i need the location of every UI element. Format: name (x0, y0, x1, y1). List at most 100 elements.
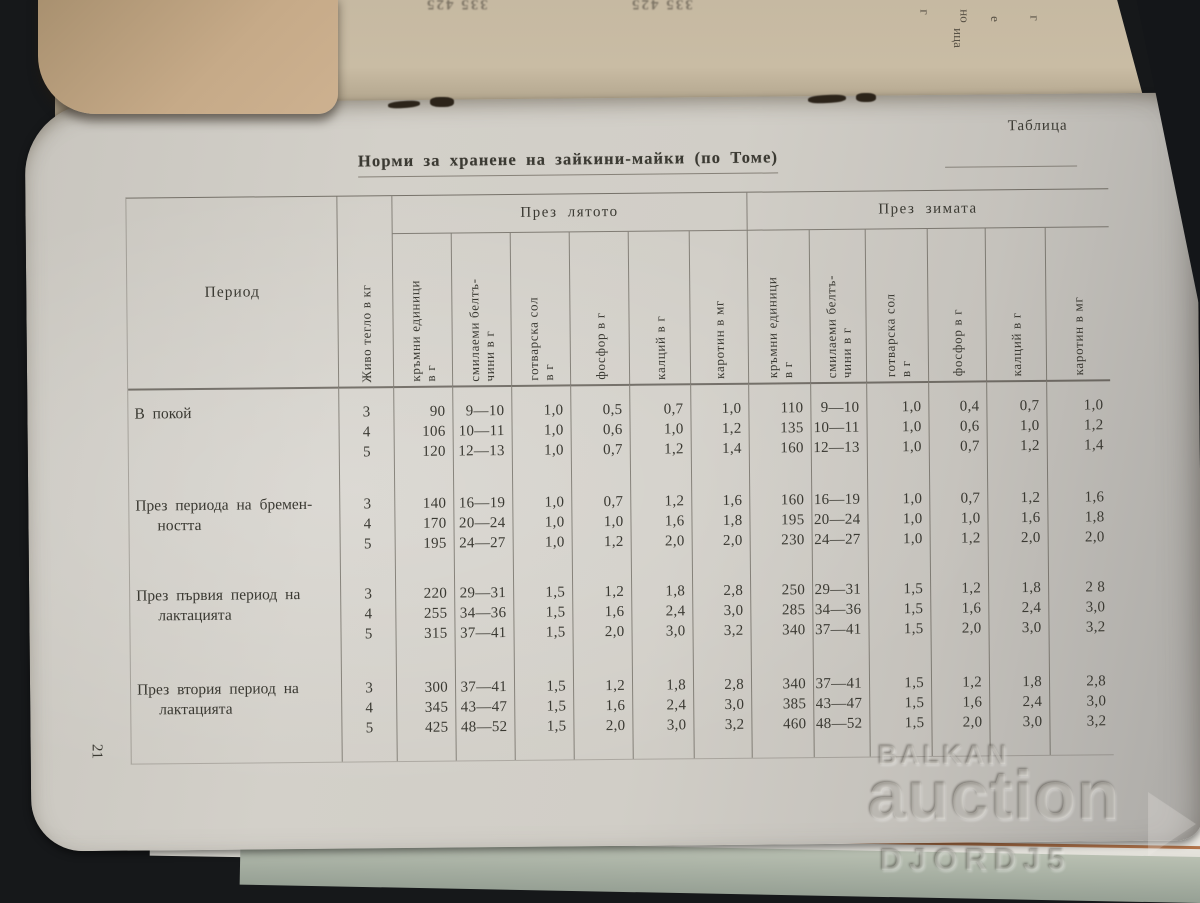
value-block: 1,6 1,8 2,0 (692, 491, 750, 552)
value-block: 37—41 43—47 48—52 (814, 674, 870, 735)
table-cell: 12—13 (458, 443, 505, 460)
value-block: 2,8 3,0 3,2 (1050, 671, 1114, 732)
value-block: 300 345 425 (397, 678, 456, 739)
table-cell: 1,6 (722, 492, 743, 509)
table-cell: 1,5 (904, 715, 925, 732)
value-block: 1,5 1,5 1,5 (515, 676, 574, 737)
table-cell: 1,6 (604, 603, 625, 621)
weight-value: 5 (362, 444, 371, 461)
table-cell: 0,7 (663, 401, 684, 418)
book-page: Таблица Норми за хранене на зайкини-майк… (24, 92, 1200, 852)
value-block: 9—10 10—11 12—13 (811, 398, 867, 459)
table-cell: 1,4 (722, 440, 742, 457)
period-label-line: През първия период на (136, 586, 301, 605)
table-cell: 285 (781, 602, 806, 619)
table-cell: 1,0 (901, 399, 922, 416)
table-cell: 1,6 (1020, 509, 1041, 527)
value-column-winter: 110 135 160 160 195 230 250 285 340 340 385 460 (748, 382, 814, 758)
table-cell: 1,5 (904, 675, 925, 692)
table-cell: 1,5 (904, 695, 925, 712)
table-cell: 1,0 (544, 494, 565, 511)
table-cell: 220 (423, 585, 448, 602)
table-cell: 2,0 (1020, 529, 1041, 547)
value-block: 0,7 1,0 1,2 (930, 488, 988, 549)
value-column-winter: 9—10 10—11 12—13 16—19 20—24 24—27 29—31 34—36 3… (810, 381, 870, 758)
table-cell: 1,2 (605, 677, 626, 695)
table-cell: 106 (422, 423, 446, 440)
value-block: 1,8 2,4 3,0 (632, 581, 693, 642)
table-cell: 1,5 (545, 584, 566, 601)
table-cell: 2,8 (723, 582, 744, 599)
table-cell: 1,5 (545, 604, 566, 621)
value-block: 2 8 3,0 3,2 (1049, 577, 1113, 638)
table-cell: 2,4 (1022, 693, 1043, 711)
table-cell: 37—41 (460, 679, 508, 696)
value-block: 1,2 1,6 2,0 (631, 491, 692, 552)
table-cell: 0,7 (1019, 397, 1040, 415)
column-header-nutrient: каротин в мг (1044, 227, 1111, 380)
column-header-nutrient: смилаеми белтъ- чини в г (808, 229, 867, 383)
value-block: 1,6 1,8 2,0 (1048, 487, 1112, 548)
table-cell: 300 (424, 679, 449, 696)
table-cell: 16—19 (813, 491, 861, 509)
table-cell: 1,5 (545, 624, 566, 641)
table-cell: 0,4 (959, 398, 980, 415)
table-cell: 34—36 (814, 601, 862, 619)
value-column-winter: 0,7 1,0 1,2 1,2 1,6 2,0 1,8 2,4 3,0 1,8 2,4 3,0 (986, 379, 1050, 756)
value-block: 1,0 1,0 1,0 (868, 489, 930, 550)
table-cell: 170 (423, 515, 447, 532)
value-block: 0,7 1,0 1,2 (572, 492, 631, 553)
weight-block: 3 4 5 (340, 494, 395, 555)
table-cell: 1,6 (605, 697, 626, 715)
table-cell: 34—36 (459, 605, 507, 622)
value-block: 1,2 1,6 2,0 (574, 676, 633, 737)
table-cell: 43—47 (460, 699, 508, 716)
table-cell: 1,0 (960, 510, 981, 527)
table-cell: 20—24 (813, 511, 861, 529)
value-column-summer: 0,7 1,0 1,2 1,2 1,6 2,0 1,8 2,4 3,0 1,8 2,4 3,0 (629, 383, 694, 759)
value-column-winter: 1,0 1,0 1,0 1,0 1,0 1,0 1,5 1,5 1,5 1,5 1,5 1,5 (866, 380, 932, 757)
table-cell: 24—27 (814, 531, 861, 549)
table-cell: 1,8 (665, 583, 686, 600)
edge-text-fragment: ица (950, 28, 966, 48)
value-block: 29—31 34—36 37—41 (813, 580, 869, 641)
table-cell: 2,8 (1086, 673, 1107, 690)
table-cell: 250 (781, 582, 806, 599)
column-header-nutrient: готварска сол в г (509, 232, 571, 385)
table-cell: 1,2 (603, 533, 624, 551)
value-column-winter: 0,4 0,6 0,7 0,7 1,0 1,2 1,2 1,6 2,0 1,2 1,6 2,0 (928, 380, 990, 756)
table-cell: 0,6 (959, 418, 980, 435)
season-group-header: През лятото (391, 192, 747, 235)
edge-text-fragment: но (957, 9, 973, 23)
norms-table: Период Живо тегло в кг През лятото През зим… (125, 188, 1114, 765)
table-cell: 1,8 (1021, 579, 1042, 597)
table-cell: 3,0 (723, 602, 744, 619)
table-cell: 1,2 (1020, 489, 1041, 507)
table-cell: 195 (780, 512, 805, 529)
value-column-winter: 1,0 1,2 1,4 1,6 1,8 2,0 2 8 3,0 3,2 2,8 3,0 3,2 (1046, 379, 1114, 755)
table-cell: 1,6 (961, 600, 982, 617)
period-label-block: През първия период на лактацията (130, 585, 341, 647)
showthrough-text: 335 425 (425, 0, 488, 12)
edge-text-fragment: е (987, 16, 1003, 22)
value-block: 0,7 1,0 1,2 (987, 396, 1047, 457)
table-cell: 1,0 (544, 442, 564, 459)
column-header-nutrient: готварска сол в г (864, 228, 929, 382)
weight-block: 3 4 5 (341, 584, 396, 645)
table-cell: 120 (422, 443, 446, 460)
table-cell: 2,0 (1084, 529, 1105, 546)
table-cell: 20—24 (458, 515, 506, 532)
value-block: 1,8 2,4 3,0 (633, 675, 694, 736)
table-cell: 1,6 (664, 513, 685, 530)
table-cell: 1,0 (1019, 417, 1040, 435)
period-label-line: лактацията (158, 606, 232, 625)
watermark-arrow-icon (1148, 792, 1196, 856)
table-cell: 1,5 (546, 678, 567, 695)
table-cell: 460 (782, 716, 807, 733)
table-cell: 1,5 (546, 718, 567, 735)
table-cell: 1,0 (544, 514, 565, 531)
table-cell: 2,0 (962, 714, 983, 731)
column-header-nutrient: смилаеми белтъ- чини в г (450, 232, 512, 386)
table-cell: 37—41 (815, 675, 863, 693)
value-block: 1,2 1,6 2,0 (988, 488, 1048, 549)
